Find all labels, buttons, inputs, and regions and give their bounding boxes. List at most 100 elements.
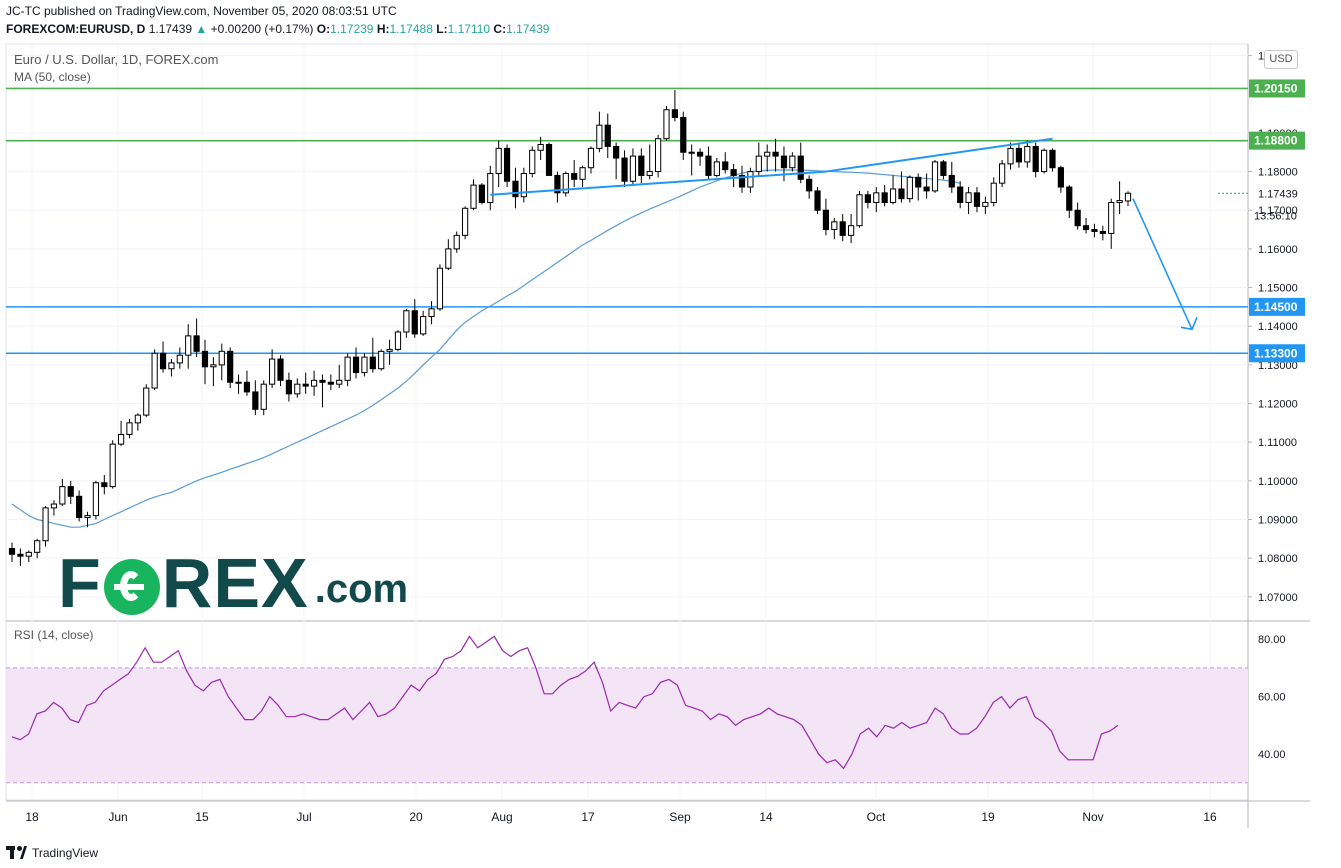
candle-body (1099, 230, 1106, 234)
candle-body (378, 350, 385, 370)
candle-body (663, 109, 670, 140)
candle-body (310, 379, 318, 387)
candle-body (529, 149, 536, 175)
rsi-tick-label: 40.00 (1258, 749, 1286, 761)
candle (671, 90, 678, 122)
candle (17, 548, 24, 566)
candle (25, 550, 32, 563)
low-value: 1.17110 (447, 22, 491, 36)
candle-body (403, 310, 410, 333)
candle-body (227, 350, 234, 383)
candle-body (151, 352, 158, 389)
candle (1124, 191, 1132, 206)
up-arrow-icon: ▲ (195, 22, 208, 36)
candle-body (285, 379, 293, 395)
candle (361, 353, 368, 377)
candle (655, 134, 662, 178)
candle (596, 111, 603, 153)
candle (462, 206, 469, 240)
candle-body (193, 335, 200, 352)
candle-body (495, 147, 502, 175)
currency-button[interactable]: USD (1264, 50, 1298, 69)
candle-body (1091, 229, 1098, 232)
candle (999, 159, 1006, 188)
candle (185, 324, 192, 369)
candle-body (629, 155, 637, 182)
candle (453, 231, 460, 253)
price-tick-label: 1.14000 (1258, 321, 1298, 333)
candle (764, 144, 771, 172)
time-tick-label: 16 (1203, 810, 1217, 824)
candle-body (168, 362, 175, 370)
candle-body (319, 379, 326, 383)
candle-body (604, 124, 611, 147)
candle-body (59, 486, 66, 505)
candle-body (520, 173, 527, 198)
rsi-legend: RSI (14, close) (14, 628, 94, 642)
candle-body (839, 221, 846, 236)
logo-suffix: .com (314, 566, 409, 611)
time-tick-label: Jul (296, 810, 311, 824)
resistance-trendline (825, 137, 1053, 173)
candle-body (361, 356, 368, 374)
candle (898, 171, 905, 203)
candle-body (1082, 225, 1090, 231)
candle-body (671, 109, 678, 118)
logo-letter-f: F (58, 544, 102, 622)
candle (503, 144, 511, 188)
candle (923, 173, 930, 199)
rsi-band (6, 667, 1248, 783)
candle-body (999, 163, 1006, 184)
time-tick-label: Aug (491, 810, 512, 824)
candle-body (176, 354, 183, 364)
candle-body (571, 173, 578, 180)
candle-body (646, 171, 653, 176)
candle-body (478, 184, 485, 203)
candle-body (50, 503, 58, 509)
candle-body (973, 192, 981, 207)
candle (495, 140, 502, 188)
candle (210, 357, 217, 387)
candle-body (445, 248, 452, 269)
symbol-label: FOREXCOM:EURUSD, D (6, 22, 146, 36)
candle (76, 490, 83, 522)
last-price: 1.17439 (148, 22, 193, 36)
candle-body (134, 414, 141, 424)
candle (67, 480, 74, 505)
candle (369, 337, 376, 373)
candle (638, 148, 645, 184)
candle-body (579, 167, 586, 180)
candle (780, 146, 788, 182)
candle-body (218, 350, 225, 366)
candle-body (369, 356, 376, 370)
candle (797, 142, 804, 184)
candle (965, 187, 972, 215)
candle-body (512, 180, 519, 198)
candle (50, 500, 58, 516)
candle-body (92, 482, 100, 517)
candle-body (957, 186, 964, 203)
candle (814, 187, 821, 215)
close-value: 1.17439 (506, 22, 550, 36)
candle (1066, 185, 1073, 218)
footer: TradingView (6, 842, 98, 864)
time-tick-label: Jun (108, 810, 127, 824)
candle (252, 380, 259, 416)
level-label: 1.18800 (1254, 134, 1298, 148)
candle (117, 420, 125, 447)
candle-body (420, 316, 427, 335)
candle (856, 190, 863, 228)
candle (285, 372, 293, 402)
candle-body (25, 551, 32, 557)
candle-body (856, 194, 863, 227)
candle (8, 542, 16, 563)
candle-body (730, 169, 737, 176)
candle-body (537, 144, 544, 151)
price-tick-label: 1.15000 (1258, 283, 1298, 295)
time-tick-label: 18 (25, 810, 39, 824)
projection-arrowhead (1180, 316, 1198, 331)
candle (864, 190, 871, 209)
candle-body (722, 161, 729, 171)
candle-body (738, 174, 746, 188)
